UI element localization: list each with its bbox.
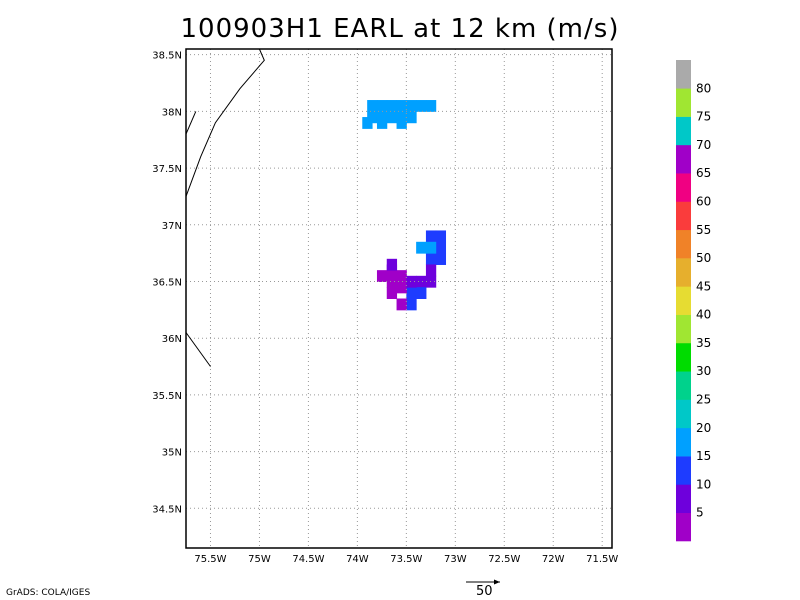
reference-vector-label: 50 (476, 584, 493, 599)
lat-tick-label: 34.5N (152, 504, 182, 515)
colorbar-swatch (676, 484, 691, 514)
lon-tick-label: 73.5W (390, 554, 422, 565)
wind-cell (416, 100, 427, 112)
lat-tick-label: 35.5N (152, 391, 182, 402)
colorbar-label: 45 (696, 279, 711, 293)
colorbar-swatch (676, 371, 691, 400)
wind-cell (425, 264, 437, 277)
colorbar-label: 80 (696, 81, 711, 95)
wind-cell (386, 287, 398, 299)
lat-tick-label: 37N (162, 221, 182, 232)
wind-cell (425, 230, 437, 243)
colorbar-label: 5 (696, 506, 704, 520)
lat-tick-label: 37.5N (152, 164, 182, 175)
coastline-segment (185, 111, 197, 135)
wind-cell (396, 100, 407, 112)
coastline-segment (185, 332, 211, 367)
wind-cell (386, 258, 398, 271)
colorbar-swatch (676, 116, 691, 146)
latitude-tick-labels: 38.5N 38N 37.5N 37N 36.5N 36N 35.5N 35N 34.5N (152, 51, 182, 516)
lon-tick-label: 72.5W (488, 554, 520, 565)
wind-cell (425, 100, 437, 112)
wind-cell (386, 100, 398, 112)
colorbar-swatch (676, 314, 691, 344)
lon-tick-label: 71.5W (586, 554, 618, 565)
wind-cell (406, 275, 417, 288)
wind-cell (425, 253, 437, 265)
colorbar-swatch (676, 399, 691, 429)
lon-tick-label: 72W (542, 554, 565, 565)
colorbar-label: 70 (696, 138, 711, 152)
coastline-segment (185, 48, 265, 197)
colorbar-swatch (676, 60, 691, 89)
colorbar-swatch (676, 427, 691, 457)
wind-cell (386, 275, 398, 288)
wind-cell (406, 287, 417, 299)
lat-tick-label: 36.5N (152, 277, 182, 288)
wind-cell (376, 270, 388, 282)
wind-cell (425, 241, 437, 254)
colorbar: 5 10 15 20 25 30 35 40 45 50 55 60 65 70 75 80 (676, 60, 711, 542)
wind-cell (416, 287, 427, 299)
wind-cell (386, 111, 398, 124)
lat-tick-label: 36N (162, 334, 182, 345)
wind-cell (416, 275, 427, 288)
colorbar-swatch (676, 342, 691, 372)
colorbar-label: 75 (696, 110, 711, 124)
colorbar-label: 60 (696, 194, 711, 208)
grid-lines (186, 49, 612, 548)
colorbar-swatch (676, 512, 691, 542)
wind-cell (396, 270, 407, 282)
colorbar-label: 25 (696, 393, 711, 407)
wind-cell (376, 117, 388, 129)
lon-tick-label: 74.5W (292, 554, 324, 565)
wind-cell (406, 111, 417, 124)
colorbar-swatch (676, 286, 691, 315)
colorbar-label: 40 (696, 308, 711, 322)
wind-cell (435, 241, 447, 254)
lon-tick-label: 75.5W (194, 554, 226, 565)
wind-cell (396, 298, 407, 311)
colorbar-swatch (676, 144, 691, 174)
wind-cell (376, 100, 388, 112)
colorbar-swatch (676, 456, 691, 485)
lat-tick-label: 38N (162, 107, 182, 118)
colorbar-swatch (676, 229, 691, 259)
colorbar-label: 10 (696, 477, 711, 491)
wind-cell (425, 275, 437, 288)
colorbar-label: 30 (696, 364, 711, 378)
wind-cell (435, 253, 447, 265)
lat-tick-label: 35N (162, 448, 182, 459)
wind-cell (396, 117, 407, 129)
wind-cell (406, 100, 417, 112)
colorbar-swatch (676, 88, 691, 117)
colorbar-label: 55 (696, 223, 711, 237)
colorbar-label: 35 (696, 336, 711, 350)
wind-cell (367, 100, 378, 112)
colorbar-label: 50 (696, 251, 711, 265)
colorbar-swatch (676, 173, 691, 202)
wind-cell (406, 298, 417, 311)
plot-frame (185, 48, 613, 549)
wind-cell (362, 117, 373, 129)
wind-cell (435, 230, 447, 243)
colorbar-swatch (676, 258, 691, 287)
grads-credit: GrADS: COLA/IGES (6, 588, 91, 598)
lat-tick-label: 38.5N (152, 51, 182, 62)
lon-tick-label: 73W (444, 554, 467, 565)
wind-speed-field (362, 100, 447, 311)
wind-cell (416, 241, 427, 254)
colorbar-label: 65 (696, 166, 711, 180)
colorbar-swatch (676, 201, 691, 231)
chart-title: 100903H1 EARL at 12 km (m/s) (180, 14, 620, 44)
lon-tick-label: 74W (346, 554, 369, 565)
colorbar-label: 15 (696, 449, 711, 463)
lon-tick-label: 75W (248, 554, 271, 565)
colorbar-label: 20 (696, 421, 711, 435)
reference-vector (466, 579, 500, 585)
wind-cell (396, 281, 407, 294)
coastline (185, 48, 265, 367)
longitude-tick-labels: 75.5W 75W 74.5W 74W 73.5W 73W 72.5W 72W 71.5W (194, 554, 618, 565)
